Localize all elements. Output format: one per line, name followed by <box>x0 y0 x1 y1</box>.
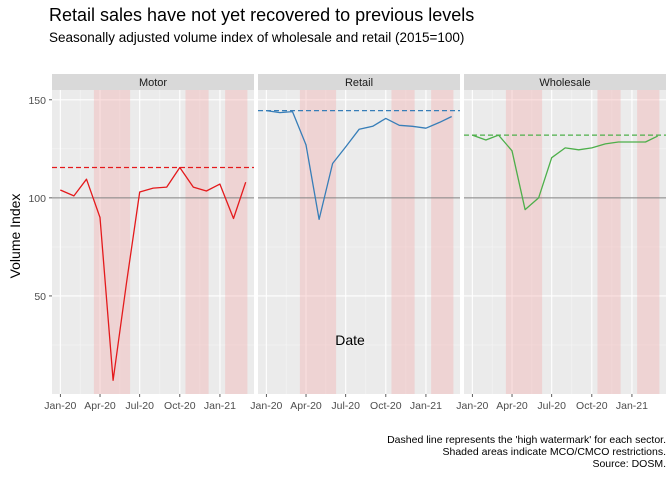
restriction-shade <box>185 90 209 394</box>
y-axis: 50 100 150 <box>28 95 52 303</box>
x-tick-label: Oct-20 <box>370 400 402 412</box>
facet-strip-label: Motor <box>139 77 167 89</box>
y-axis-title: Volume Index <box>7 194 23 279</box>
caption: Dashed line represents the 'high waterma… <box>387 434 666 470</box>
panel-background <box>258 90 460 394</box>
facet-strip-label: Wholesale <box>539 77 590 89</box>
x-axis-title: Date <box>335 332 365 348</box>
caption-line: Dashed line represents the 'high waterma… <box>387 434 666 446</box>
series-line-wholesale <box>472 134 658 211</box>
restriction-shade <box>505 90 543 394</box>
x-tick-label: Jul-20 <box>537 400 566 412</box>
x-tick-label: Apr-20 <box>84 400 116 412</box>
panel-motor: Motor Jan-20 Apr-20 Jul-20 Oct-20 Jan-21 <box>44 74 254 412</box>
x-tick-label: Oct-20 <box>164 400 196 412</box>
facet-strip <box>258 74 460 90</box>
x-tick-label: Jul-20 <box>125 400 154 412</box>
x-tick-label: Jan-21 <box>616 400 648 412</box>
restriction-shade <box>637 90 660 394</box>
x-tick-label: Jan-20 <box>456 400 488 412</box>
restriction-shade <box>93 90 131 394</box>
y-tick-label: 50 <box>34 291 46 303</box>
x-tick-label: Jan-21 <box>410 400 442 412</box>
restriction-shade <box>431 90 454 394</box>
panel-wholesale: Wholesale Jan-20 Apr-20 Jul-20 Oct-20 Jan-21 <box>456 74 666 412</box>
x-tick-label: Apr-20 <box>496 400 528 412</box>
facet-strip <box>464 74 666 90</box>
caption-line: Source: DOSM. <box>592 458 666 470</box>
panel-retail: Retail Jan-20 Apr-20 Jul-20 Oct-20 Jan-21 <box>250 74 460 412</box>
y-tick-label: 100 <box>28 193 46 205</box>
x-tick-label: Apr-20 <box>290 400 322 412</box>
panel-background <box>52 90 254 394</box>
x-tick-label: Jul-20 <box>331 400 360 412</box>
series-line-retail <box>266 109 452 221</box>
facet-strip <box>52 74 254 90</box>
y-tick-label: 150 <box>28 95 46 107</box>
x-tick-label: Jan-21 <box>204 400 236 412</box>
chart-subtitle: Seasonally adjusted volume index of whol… <box>49 30 464 45</box>
x-tick-label: Jan-20 <box>250 400 282 412</box>
x-tick-label: Jan-20 <box>44 400 76 412</box>
restriction-shade <box>391 90 415 394</box>
restriction-shade <box>299 90 337 394</box>
series-line-motor <box>60 166 247 381</box>
chart-title: Retail sales have not yet recovered to p… <box>49 5 474 25</box>
caption-line: Shaded areas indicate MCO/CMCO restricti… <box>443 446 667 458</box>
restriction-shade <box>597 90 621 394</box>
facet-strip-label: Retail <box>345 77 373 89</box>
restriction-shade <box>225 90 248 394</box>
x-tick-label: Oct-20 <box>576 400 608 412</box>
